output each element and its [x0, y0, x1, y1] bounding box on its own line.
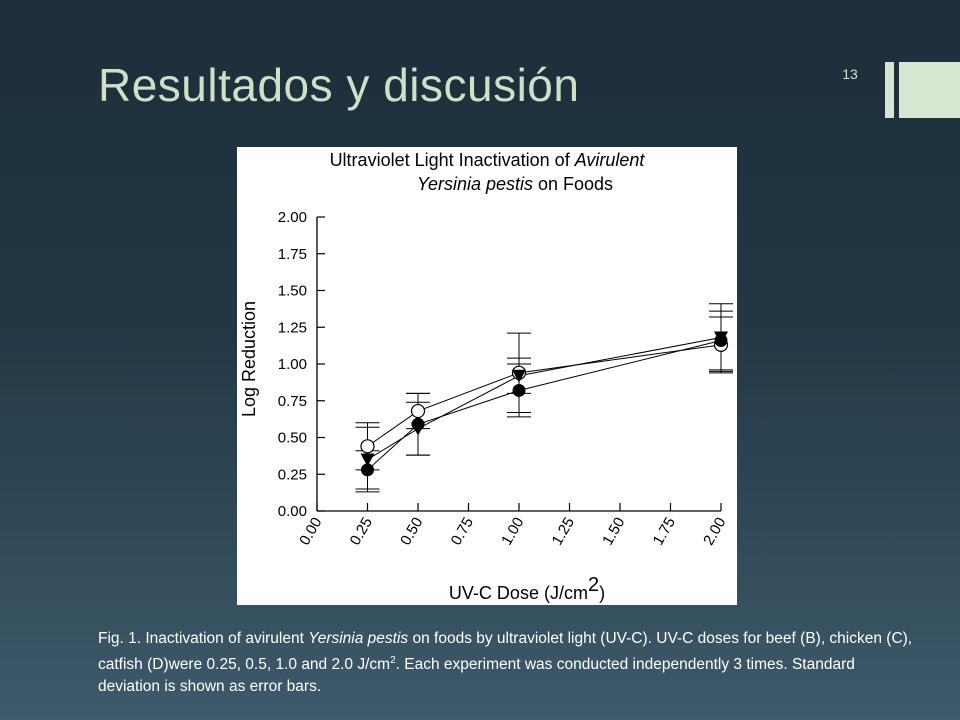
data-point-filled-circle [512, 383, 526, 397]
y-tick-label: 1.00 [278, 356, 307, 373]
series-line-1 [367, 337, 722, 460]
data-point-open-circle [410, 403, 426, 419]
x-tick-label: 0.50 [397, 515, 426, 549]
data-point-triangle-down [360, 453, 375, 467]
y-tick-label: 1.25 [278, 319, 307, 336]
data-point-triangle-down [512, 369, 526, 383]
caption-suffix: . Each experiment was conducted independ… [98, 656, 855, 696]
decorative-bar-thin [885, 62, 894, 118]
chart-title-line2: Yersinia pestis on Foods [417, 174, 613, 194]
caption-middle: on foods by ultraviolet light (UV-C). UV… [98, 630, 913, 674]
x-tick-label: 1.50 [599, 515, 628, 549]
y-tick-label: 1.75 [278, 246, 307, 263]
decorative-bar-wide [899, 62, 960, 118]
figure-caption: Fig. 1. Inactivation of avirulent Yersin… [98, 628, 918, 698]
x-tick-label: 2.00 [700, 515, 729, 549]
y-tick-label: 0.50 [278, 430, 307, 447]
data-point-filled-circle [361, 463, 374, 477]
chart-svg: Ultraviolet Light Inactivation of Avirul… [239, 150, 733, 603]
chart-title-part-3: on Foods [533, 174, 613, 194]
y-tick-label: 1.50 [278, 283, 307, 300]
data-point-open-circle [360, 439, 375, 454]
x-tick-label: 1.75 [650, 515, 679, 549]
caption-superscript: 2 [390, 655, 396, 666]
chart-title-line1: Ultraviolet Light Inactivation of Avirul… [330, 150, 646, 170]
y-tick-label: 0.75 [278, 393, 307, 410]
y-tick-label: 2.00 [278, 209, 307, 226]
chart-title-part-0: Ultraviolet Light Inactivation of [330, 150, 575, 170]
chart-title-part-2: Yersinia pestis [417, 174, 533, 194]
y-tick-label: 0.00 [278, 503, 307, 520]
x-tick-label: 1.00 [498, 515, 527, 549]
x-axis-label: UV-C Dose (J/cm2) [449, 574, 605, 603]
data-point-filled-circle [714, 333, 728, 347]
x-tick-label: 0.25 [347, 515, 376, 549]
x-tick-label: 0.75 [448, 515, 477, 549]
chart-figure: Ultraviolet Light Inactivation of Avirul… [237, 147, 737, 605]
x-tick-label: 1.25 [549, 515, 578, 549]
series-line-0 [367, 344, 722, 447]
slide-title: Resultados y discusión [98, 59, 580, 111]
chart-title-part-1: Avirulent [574, 150, 646, 170]
x-axis-label-superscript: 2 [588, 574, 599, 596]
y-tick-label: 0.25 [278, 466, 307, 483]
data-point-filled-circle [411, 417, 425, 431]
caption-species: Yersinia pestis [308, 630, 409, 647]
series-line-2 [367, 339, 722, 471]
x-axis-label-close: ) [599, 583, 605, 603]
slide-number: 13 [842, 66, 858, 82]
caption-prefix: Fig. 1. Inactivation of avirulent [98, 630, 309, 647]
x-axis-label-text: UV-C Dose (J/cm [449, 583, 588, 603]
y-axis-label: Log Reduction [239, 301, 259, 417]
